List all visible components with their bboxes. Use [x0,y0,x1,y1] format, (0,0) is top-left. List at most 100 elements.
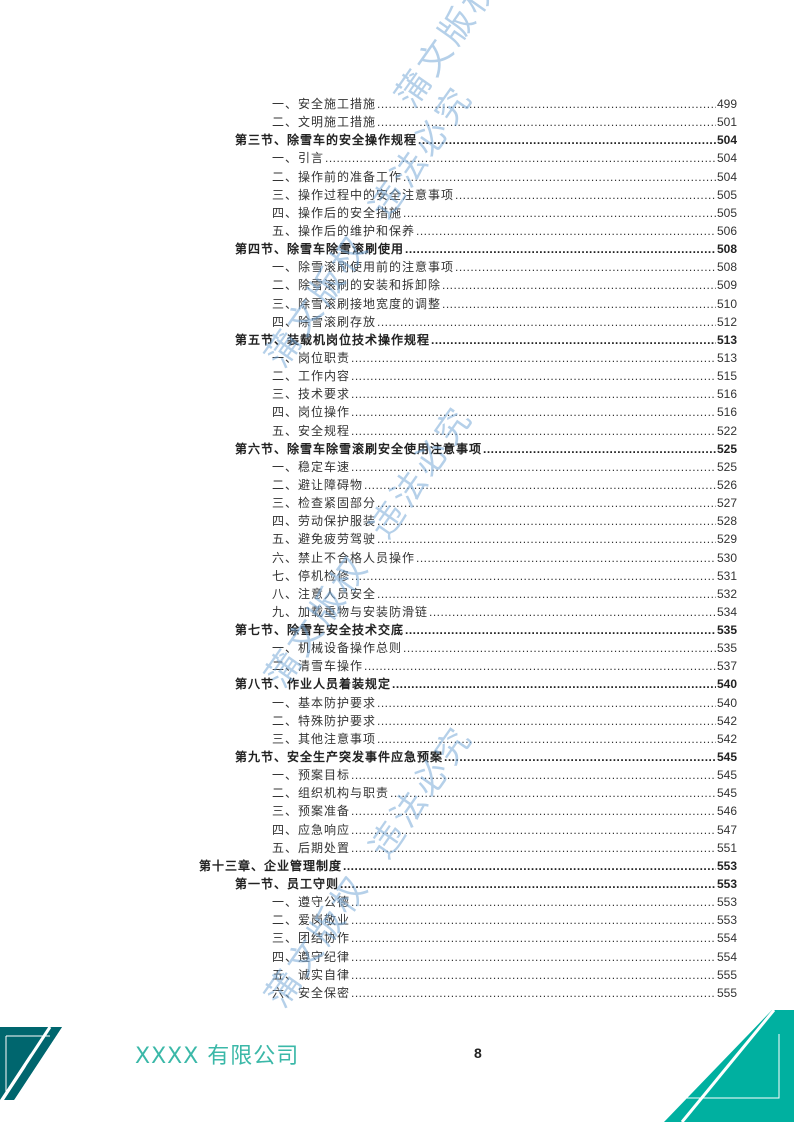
toc-entry-page: 535 [716,641,737,656]
dot-leader: ........................................… [392,677,716,692]
toc-entry[interactable]: 二、操作前的准备工作..............................… [272,168,737,186]
toc-entry[interactable]: 三、团结协作..................................… [272,929,737,947]
toc-entry[interactable]: 二、避让障碍物.................................… [272,476,737,494]
toc-entry[interactable]: 一、基本防护要求................................… [272,694,737,712]
toc-entry[interactable]: 三、技术要求..................................… [272,385,737,403]
toc-entry-page: 537 [716,659,737,674]
dot-leader: ........................................… [377,115,716,130]
toc-entry[interactable]: 四、岗位操作..................................… [272,403,737,421]
dot-leader: ........................................… [377,532,716,547]
toc-entry-page: 513 [716,332,737,347]
toc-entry-page: 501 [716,115,737,130]
toc-entry[interactable]: 四、操作后的安全措施..............................… [272,204,737,222]
toc-entry-page: 504 [716,151,737,166]
dot-leader: ........................................… [455,260,716,275]
toc-entry[interactable]: 五、避免疲劳驾驶................................… [272,530,737,548]
dot-leader: ........................................… [351,768,716,783]
toc-chapter[interactable]: 第十三章、企业管理制度.............................… [199,857,737,875]
toc-section[interactable]: 第五节、装载机岗位技术操作规程.........................… [235,331,737,349]
toc-entry[interactable]: 二、除雪滚刷的安装和拆卸除...........................… [272,276,737,294]
dot-leader: ........................................… [403,205,716,220]
toc-entry-page: 531 [716,568,737,583]
toc-entry[interactable]: 三、预案准备..................................… [272,802,737,820]
toc-entry-title: 一、遵守公德 [272,895,351,910]
dot-leader: ........................................… [351,822,716,837]
toc-entry[interactable]: 七、停机检修..................................… [272,567,737,585]
toc-section[interactable]: 第一节、员工守则................................… [235,875,737,893]
toc-entry[interactable]: 二、工作内容..................................… [272,367,737,385]
toc-section[interactable]: 第八节、作业人员着装规定............................… [235,675,737,693]
toc-entry[interactable]: 九、加载重物与安装防滑链............................… [272,603,737,621]
toc-entry-title: 一、引言 [272,151,325,166]
toc-section[interactable]: 第七节、除雪车安全技术交底...........................… [235,621,737,639]
toc-entry[interactable]: 一、机械设备操作总则..............................… [272,639,737,657]
dot-leader: ........................................… [403,169,716,184]
dot-leader: ........................................… [351,931,716,946]
toc-entry-page: 553 [716,895,737,910]
toc-entry[interactable]: 六、安全保密..................................… [272,984,737,1002]
toc-entry-title: 第四节、除雪车除雪滚刷使用 [235,242,405,257]
toc-entry[interactable]: 五、后期处置..................................… [272,839,737,857]
dot-leader: ........................................… [351,405,716,420]
toc-entry-title: 四、除雪滚刷存放 [272,314,377,329]
toc-entry-title: 六、禁止不合格人员操作 [272,550,416,565]
toc-entry-title: 三、操作过程中的安全注意事项 [272,187,455,202]
toc-entry[interactable]: 一、遵守公德..................................… [272,893,737,911]
dot-leader: ........................................… [483,441,716,456]
toc-entry-title: 一、除雪滚刷使用前的注意事项 [272,260,455,275]
toc-entry-title: 二、特殊防护要求 [272,713,377,728]
toc-entry[interactable]: 三、除雪滚刷接地宽度的调整...........................… [272,295,737,313]
toc-section[interactable]: 第九节、安全生产突发事件应急预案........................… [235,748,737,766]
toc-entry-title: 五、避免疲劳驾驶 [272,532,377,547]
toc-entry[interactable]: 二、文明施工措施................................… [272,113,737,131]
toc-entry-title: 二、避让障碍物 [272,477,364,492]
toc-entry[interactable]: 一、稳定车速..................................… [272,458,737,476]
dot-leader: ........................................… [416,550,716,565]
toc-entry[interactable]: 五、安全规程..................................… [272,422,737,440]
toc-entry[interactable]: 五、诚实自律..................................… [272,966,737,984]
toc-entry-title: 二、除雪滚刷的安装和拆卸除 [272,278,442,293]
toc-entry[interactable]: 四、应急响应..................................… [272,821,737,839]
toc-entry-page: 545 [716,786,737,801]
toc-entry-page: 546 [716,804,737,819]
toc-entry[interactable]: 一、岗位职责..................................… [272,349,737,367]
toc-entry-page: 506 [716,223,737,238]
toc-entry[interactable]: 一、除雪滚刷使用前的注意事项..........................… [272,258,737,276]
toc-section[interactable]: 第三节、除雪车的安全操作规程..........................… [235,131,737,149]
toc-entry[interactable]: 四、劳动保护服装................................… [272,512,737,530]
toc-entry-page: 505 [716,205,737,220]
toc-entry-title: 四、岗位操作 [272,405,351,420]
toc-entry[interactable]: 三、操作过程中的安全注意事项..........................… [272,186,737,204]
toc-entry-title: 第一节、员工守则 [235,877,340,892]
toc-entry-page: 516 [716,405,737,420]
toc-entry[interactable]: 四、遵守纪律..................................… [272,948,737,966]
toc-entry[interactable]: 八、注意人员安全................................… [272,585,737,603]
toc-entry-page: 555 [716,967,737,982]
dot-leader: ........................................… [351,840,716,855]
toc-entry-title: 四、遵守纪律 [272,949,351,964]
dot-leader: ........................................… [364,659,716,674]
toc-entry[interactable]: 二、组织机构与职责...............................… [272,784,737,802]
toc-section[interactable]: 第六节、除雪车除雪滚刷安全使用注意事项.....................… [235,440,737,458]
toc-entry[interactable]: 六、禁止不合格人员操作.............................… [272,549,737,567]
company-logo-text: XXXX 有限公司 [135,1044,300,1069]
toc-entry-page: 509 [716,278,737,293]
dot-leader: ........................................… [390,786,716,801]
dot-leader: ........................................… [351,369,716,384]
toc-section[interactable]: 第四节、除雪车除雪滚刷使用...........................… [235,240,737,258]
dot-leader: ........................................… [351,913,716,928]
toc-entry-title: 三、团结协作 [272,931,351,946]
toc-entry[interactable]: 五、操作后的维护和保养.............................… [272,222,737,240]
toc-entry-title: 五、操作后的维护和保养 [272,223,416,238]
toc-entry[interactable]: 四、除雪滚刷存放................................… [272,313,737,331]
toc-entry[interactable]: 三、其他注意事项................................… [272,730,737,748]
toc-entry[interactable]: 一、引言....................................… [272,149,737,167]
toc-entry[interactable]: 二、特殊防护要求................................… [272,712,737,730]
toc-entry[interactable]: 一、安全施工措施................................… [272,95,737,113]
toc-entry[interactable]: 二、爱岗敬业..................................… [272,911,737,929]
toc-entry[interactable]: 二、清雪车操作.................................… [272,657,737,675]
toc-entry[interactable]: 一、预案目标..................................… [272,766,737,784]
toc-entry-page: 555 [716,985,737,1000]
toc-entry-title: 五、后期处置 [272,840,351,855]
toc-entry[interactable]: 三、检查紧固部分................................… [272,494,737,512]
